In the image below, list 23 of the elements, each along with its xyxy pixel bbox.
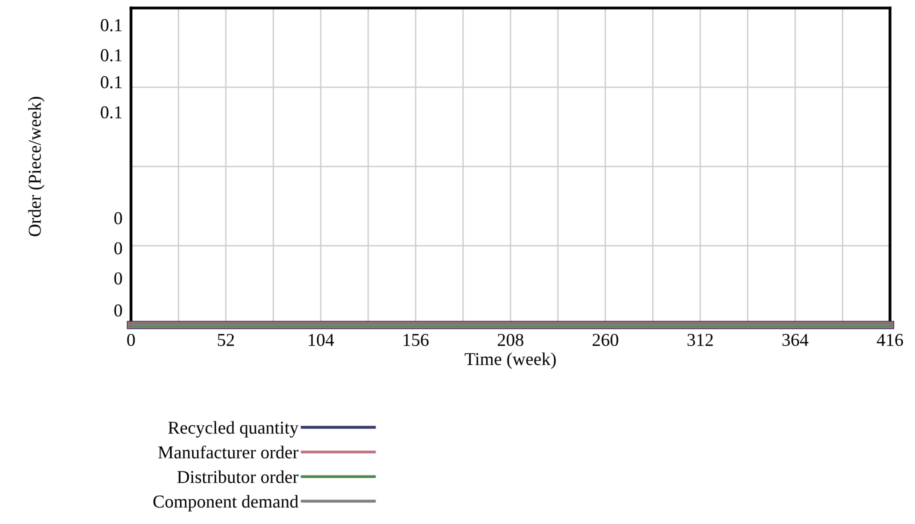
legend-label: Recycled quantity: [168, 421, 298, 438]
y-tick-label: 0: [114, 212, 122, 224]
y-tick-label: 0: [114, 242, 122, 254]
legend-label: Component demand: [153, 494, 298, 512]
x-tick-label: 156: [404, 334, 429, 346]
x-tick-label: 104: [308, 334, 334, 346]
y-tick-label: 0: [114, 272, 122, 285]
y-tick-label: 0.1: [100, 19, 122, 32]
x-axis-title: Time (week): [464, 352, 556, 369]
x-tick-label: 260: [592, 334, 618, 346]
x-tick-label: 0: [127, 334, 135, 346]
y-tick-label: 0.1: [100, 49, 122, 62]
y-tick-label: 0.1: [100, 106, 122, 118]
y-axis-title: Order (Piece/week): [28, 96, 45, 236]
legend-label: Manufacturer order: [158, 446, 298, 458]
x-tick-label: 208: [498, 334, 524, 346]
x-tick-label: 416: [876, 334, 904, 346]
legend-label: Distributor order: [177, 470, 298, 484]
x-tick-label: 312: [688, 334, 713, 346]
y-tick-label: 0: [114, 304, 122, 317]
x-tick-label: 364: [782, 334, 808, 346]
x-tick-label: 52: [218, 334, 234, 346]
y-tick-label: 0.1: [100, 76, 122, 88]
